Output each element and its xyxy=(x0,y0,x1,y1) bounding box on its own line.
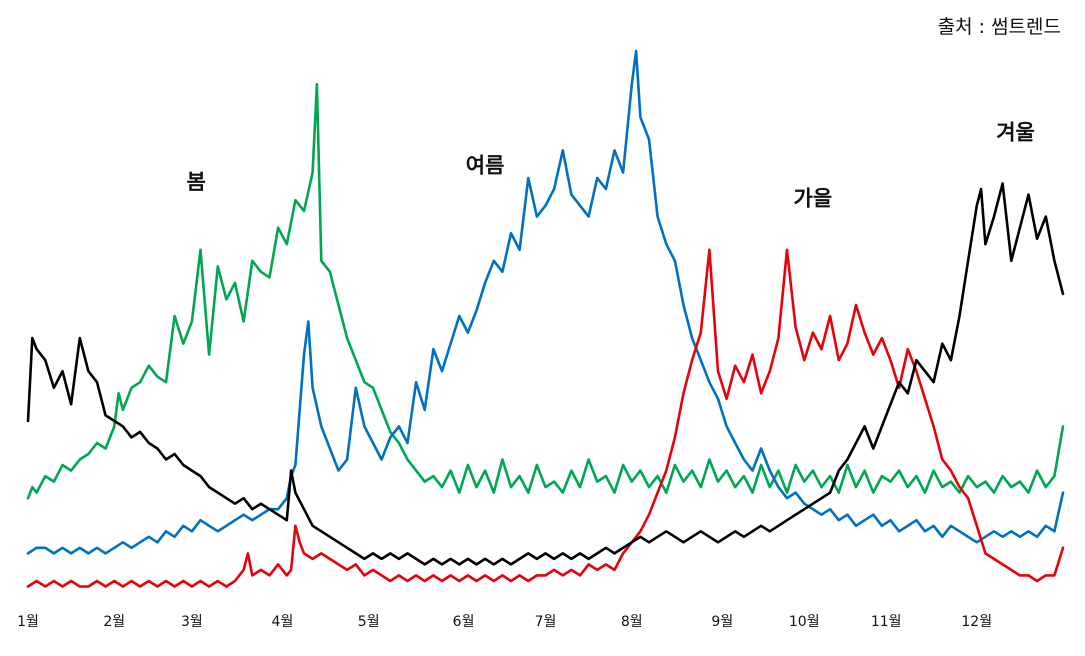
x-tick-label: 3월 xyxy=(181,614,203,630)
source-label: 출처 : 썸트렌드 xyxy=(937,16,1061,38)
x-axis-ticks: 1월 2월 3월 4월 5월 6월 7월 8월 9월 10월 11월 12월 xyxy=(17,614,992,630)
series-line-1 xyxy=(26,82,1065,500)
x-tick-label: 12월 xyxy=(961,614,992,630)
series-line-3 xyxy=(26,248,1065,588)
season-label-4: 겨울 xyxy=(996,120,1035,144)
x-tick-label: 6월 xyxy=(453,614,475,630)
x-tick-label: 2월 xyxy=(103,614,125,630)
series-line-2 xyxy=(26,49,1065,555)
series-line-4 xyxy=(26,182,1065,566)
series-layer xyxy=(26,49,1065,588)
x-tick-label: 11월 xyxy=(871,614,902,630)
x-tick-label: 9월 xyxy=(711,614,733,630)
x-tick-label: 1월 xyxy=(17,614,39,630)
x-tick-label: 8월 xyxy=(621,614,643,630)
x-tick-label: 10월 xyxy=(789,614,820,630)
season-label-3: 가을 xyxy=(794,187,833,211)
x-tick-label: 4월 xyxy=(272,614,294,630)
season-label-1: 봄 xyxy=(187,170,206,194)
x-tick-label: 7월 xyxy=(535,614,557,630)
x-tick-label: 5월 xyxy=(358,614,380,630)
season-label-2: 여름 xyxy=(466,153,505,177)
